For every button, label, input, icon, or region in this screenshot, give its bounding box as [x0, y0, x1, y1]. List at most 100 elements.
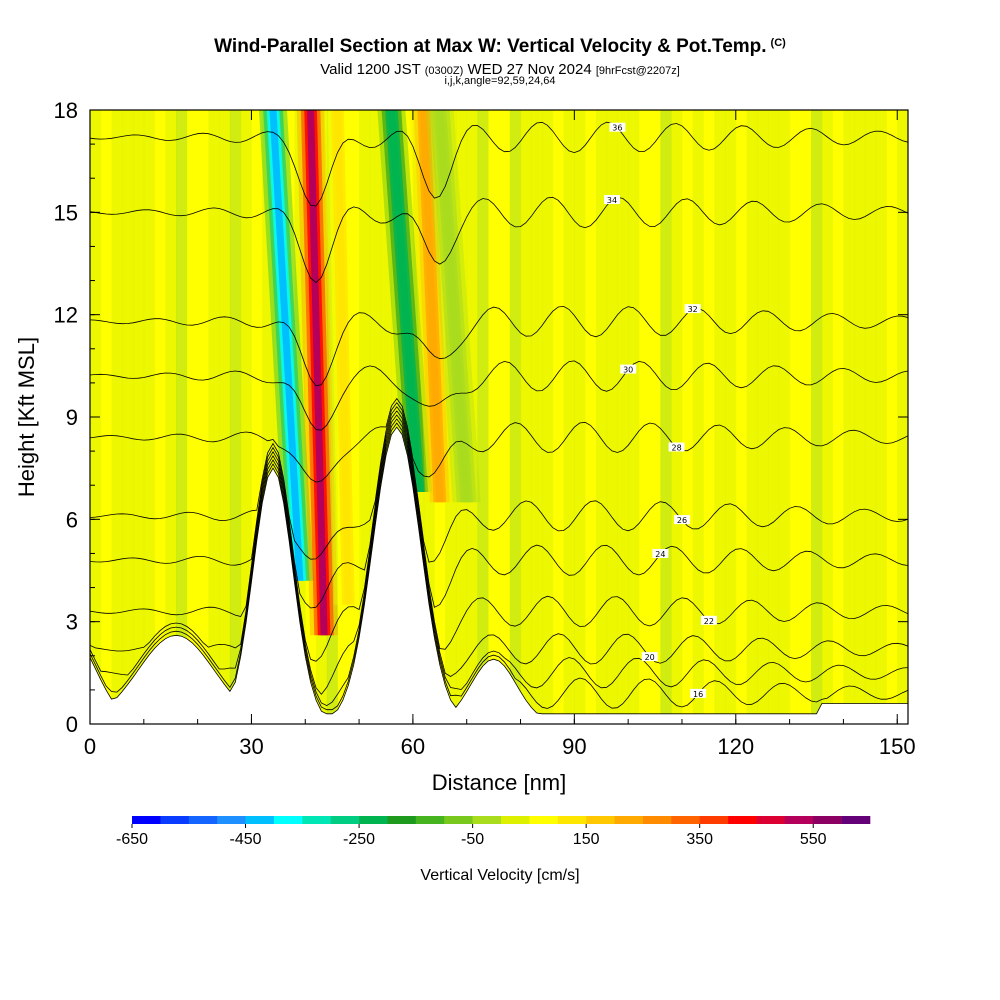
field-column: [143, 110, 156, 724]
field-column: [240, 110, 252, 724]
field-column: [886, 110, 898, 724]
vertical-velocity-field: [90, 110, 908, 724]
field-column: [391, 110, 403, 724]
isentrope-labels: 16 20 22 24 26 28 30 32 34 36: [604, 122, 717, 699]
colorbar-swatch: [359, 816, 388, 824]
field-column: [359, 110, 371, 724]
x-tick-label: 90: [562, 734, 586, 759]
field-column: [585, 110, 597, 724]
field-column: [100, 110, 113, 724]
field-column: [122, 110, 134, 724]
field-column: [208, 110, 220, 724]
colorbar-tick-label: 350: [686, 831, 713, 848]
colorbar-swatch: [472, 816, 502, 824]
field-column: [595, 110, 608, 724]
colorbar-swatch: [756, 816, 786, 824]
field-column: [746, 110, 758, 724]
valid-time-jst: Valid 1200 JST: [320, 61, 421, 78]
colorbar-swatch: [415, 816, 445, 824]
field-column: [628, 110, 640, 724]
wave-band: [387, 110, 422, 492]
field-column: [735, 110, 748, 724]
isentrope-label: 30: [623, 366, 633, 375]
isentrope-label-box: [690, 688, 707, 698]
chart-title-text: Wind-Parallel Section at Max W: Vertical…: [214, 36, 767, 57]
wave-band: [436, 110, 471, 503]
field-column: [854, 110, 866, 724]
field-column: [499, 110, 511, 724]
isentrope-label-box: [674, 515, 690, 525]
isentrope-label: 34: [607, 196, 617, 205]
isentrope-label-box: [641, 652, 658, 662]
isentrope-label-box: [609, 122, 626, 132]
isentrope-label: 28: [672, 444, 682, 453]
isentrope-line: [90, 414, 908, 695]
wave-bands: [259, 110, 481, 636]
wave-band: [334, 110, 352, 605]
isentrope-line: [90, 406, 908, 609]
colorbar-swatch: [671, 816, 700, 824]
colorbar-tick-label: 150: [573, 831, 600, 848]
y-tick-label: 6: [66, 507, 78, 532]
colorbar-swatch: [302, 816, 331, 824]
isentrope-label: 24: [655, 550, 665, 559]
plot-area: 16 20 22 24 26 28 30 32 34 36: [90, 110, 908, 724]
y-tick-label: 9: [66, 405, 78, 430]
colorbar: -650 -450 -250 -50 150 350 550: [116, 816, 871, 848]
colorbar-tick-label: -450: [230, 831, 262, 848]
field-column: [778, 110, 791, 724]
isentrope-label-box: [652, 549, 669, 558]
colorbar-swatch: [217, 816, 246, 824]
isentrope-line: [90, 397, 908, 483]
field-column: [229, 110, 242, 724]
colorbar-swatch: [387, 816, 417, 824]
field-column: [864, 110, 877, 724]
colorbar-swatch: [132, 816, 161, 824]
wave-band: [307, 110, 328, 636]
x-axis-label: Distance [nm]: [432, 770, 567, 795]
field-column: [251, 110, 263, 724]
colorbar-label: Vertical Velocity [cm/s]: [420, 867, 579, 884]
colorbar-swatch: [529, 816, 559, 824]
forecast-info: [9hrFcst@2207z]: [595, 65, 680, 77]
isentrope-line: [90, 305, 908, 387]
field-column: [273, 110, 285, 724]
field-column: [552, 110, 565, 724]
field-column: [692, 110, 704, 724]
isentrope-label: 32: [688, 305, 698, 314]
isentrope-line: [90, 422, 908, 711]
x-tick-label: 60: [401, 734, 425, 759]
isentrope-line: [90, 402, 908, 563]
colorbar-swatch: [557, 816, 587, 824]
chart-subtitle: Valid 1200 JST (0300Z) WED 27 Nov 2024 […: [0, 61, 1000, 78]
isentrope-label-box: [684, 304, 701, 314]
field-column: [197, 110, 209, 724]
colorbar-swatch: [642, 816, 672, 824]
field-column: [111, 110, 123, 724]
y-axis-label: Height [Kft MSL]: [14, 337, 39, 497]
x-tick-label: 0: [84, 734, 96, 759]
colorbar-swatch: [784, 816, 814, 824]
terrain-mask: [90, 426, 908, 724]
terrain: [90, 426, 908, 724]
y-tick-label: 12: [54, 303, 78, 328]
colorbar-swatch: [501, 816, 530, 824]
field-column: [843, 110, 855, 724]
field-column: [165, 110, 177, 724]
field-column: [520, 110, 532, 724]
field-column: [186, 110, 199, 724]
colorbar-tick-label: 550: [800, 831, 827, 848]
colorbar-swatch: [614, 816, 644, 824]
field-column: [821, 110, 834, 724]
grid-indices: i,j,k,angle=92,59,24,64: [444, 75, 556, 87]
isentrope-line: [90, 360, 908, 431]
isentrope-line: [90, 418, 908, 707]
isentrope-label-box: [668, 442, 685, 452]
field-column: [768, 110, 780, 724]
x-tick-label: 30: [239, 734, 263, 759]
colorbar-tick-label: -50: [461, 831, 484, 848]
field-column: [477, 110, 489, 724]
colorbar-tick-label: -250: [343, 831, 375, 848]
